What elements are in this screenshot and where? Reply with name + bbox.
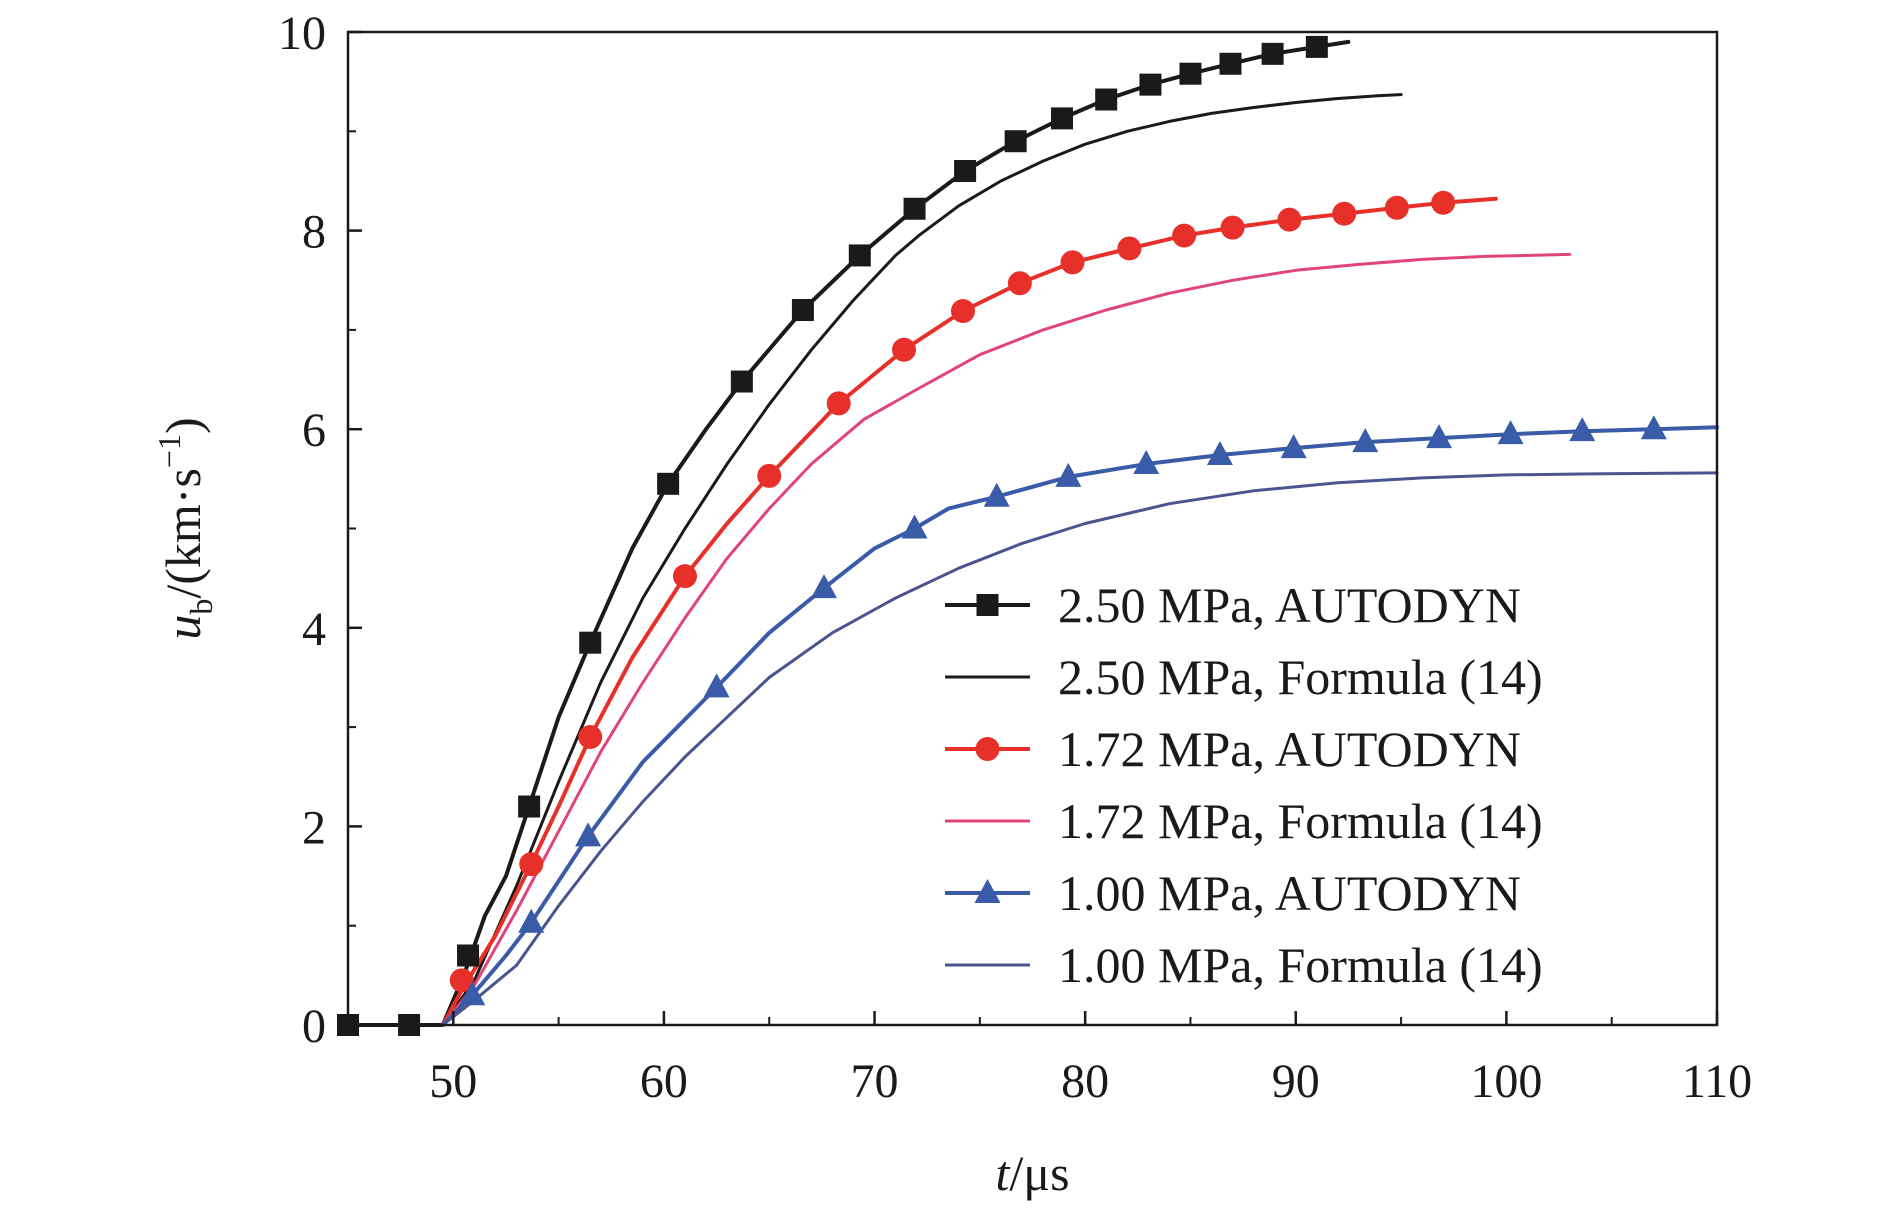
series-2-point [1007, 271, 1032, 296]
series-0-point [730, 370, 753, 393]
series-0-point [1261, 42, 1284, 65]
y-tick-label-4: 4 [302, 603, 326, 656]
series-0-point [657, 472, 680, 495]
series-0-point [1004, 130, 1027, 153]
series-4-point [1425, 424, 1452, 449]
y-axis-var: u [155, 615, 211, 640]
series-4-point [575, 822, 602, 847]
series-0-point [457, 944, 480, 967]
legend-label-1: 2.50 MPa, Formula (14) [1058, 649, 1543, 705]
series-0-point [1179, 62, 1202, 85]
series-4-point [1569, 417, 1596, 442]
series-0-point [791, 299, 814, 322]
y-axis: 0 2 4 6 8 10 [278, 7, 362, 1053]
series-2-point [519, 852, 544, 877]
series-4-point [459, 981, 486, 1006]
series-line-1 [441, 93, 1403, 1027]
series-0-point [518, 795, 541, 818]
series-4-point [1206, 441, 1233, 466]
y-tick-label-6: 6 [302, 404, 326, 457]
series-2-point [1060, 250, 1085, 275]
series-2-point [672, 564, 697, 589]
legend-label-3: 1.72 MPa, Formula (14) [1058, 793, 1543, 849]
series-4-point [1497, 420, 1524, 445]
x-axis-unit: /μs [1009, 1145, 1069, 1201]
series-4-point [983, 482, 1010, 507]
x-tick-label-60: 60 [640, 1055, 688, 1108]
series-2-point [1277, 207, 1302, 232]
series-2-point [1384, 195, 1409, 220]
series-4-point [703, 673, 730, 698]
y-axis-close: ) [155, 417, 211, 434]
series-0-point [1139, 73, 1162, 96]
series-0-point [579, 631, 602, 654]
series-line-5 [441, 471, 1719, 1027]
series-line-4 [440, 425, 1719, 1027]
plot-markers [337, 35, 1667, 1036]
series-2-point [892, 337, 917, 362]
legend-label-4: 1.00 MPa, AUTODYN [1058, 865, 1521, 921]
series-4-point [1133, 449, 1160, 474]
series-0-point [954, 160, 977, 183]
series-0-point [1095, 88, 1118, 111]
x-tick-label-90: 90 [1272, 1055, 1320, 1108]
series-4-point [901, 514, 928, 539]
legend-label-2: 1.72 MPa, AUTODYN [1058, 721, 1521, 777]
series-2-point [449, 968, 474, 993]
legend: 2.50 MPa, AUTODYN 2.50 MPa, Formula (14) 1… [945, 577, 1543, 993]
series-4-point [1280, 434, 1307, 459]
x-tick-label-100: 100 [1470, 1055, 1542, 1108]
y-axis-title: ub/(km·s−1) [151, 417, 219, 639]
legend-marker-4 [974, 879, 1001, 903]
y-axis-exponent: −1 [151, 434, 187, 468]
series-0-point [848, 244, 871, 267]
series-4-point [1640, 415, 1667, 440]
x-tick-label-80: 80 [1061, 1055, 1109, 1108]
y-tick-label-10: 10 [278, 7, 326, 60]
series-4-point [518, 908, 545, 933]
y-tick-label-8: 8 [302, 206, 326, 259]
x-tick-label-70: 70 [851, 1055, 899, 1108]
x-tick-label-110: 110 [1682, 1055, 1752, 1108]
legend-marker-0 [976, 594, 999, 616]
series-0-point [1305, 35, 1328, 58]
legend-label-0: 2.50 MPa, AUTODYN [1058, 577, 1521, 633]
series-0-point [1050, 107, 1073, 130]
series-0-point [903, 197, 926, 220]
series-4-point [1352, 428, 1379, 453]
series-2-point [1117, 236, 1142, 261]
series-2-point [757, 463, 782, 488]
series-2-point [950, 299, 975, 324]
series-line-3 [441, 252, 1572, 1027]
y-tick-label-2: 2 [302, 801, 326, 854]
series-2-point [1332, 201, 1357, 226]
legend-marker-2 [975, 737, 1000, 761]
y-tick-label-0: 0 [302, 1000, 326, 1053]
series-2-point [578, 725, 603, 750]
series-4-point [1055, 462, 1082, 487]
series-2-point [826, 391, 851, 416]
legend-label-5: 1.00 MPa, Formula (14) [1058, 937, 1543, 993]
series-2-point [1220, 215, 1245, 240]
series-4-point [810, 574, 837, 599]
y-axis-unit: /(km·s [155, 468, 211, 599]
series-0-point [1219, 52, 1242, 75]
x-axis-var: t [995, 1145, 1010, 1201]
x-axis: 50 60 70 80 90 100 110 [347, 1011, 1752, 1108]
series-2-point [1172, 223, 1197, 248]
y-axis-subscript: b [183, 599, 219, 615]
x-tick-label-50: 50 [429, 1055, 477, 1108]
x-axis-title: t/μs [995, 1145, 1069, 1201]
series-2-point [1431, 190, 1456, 215]
